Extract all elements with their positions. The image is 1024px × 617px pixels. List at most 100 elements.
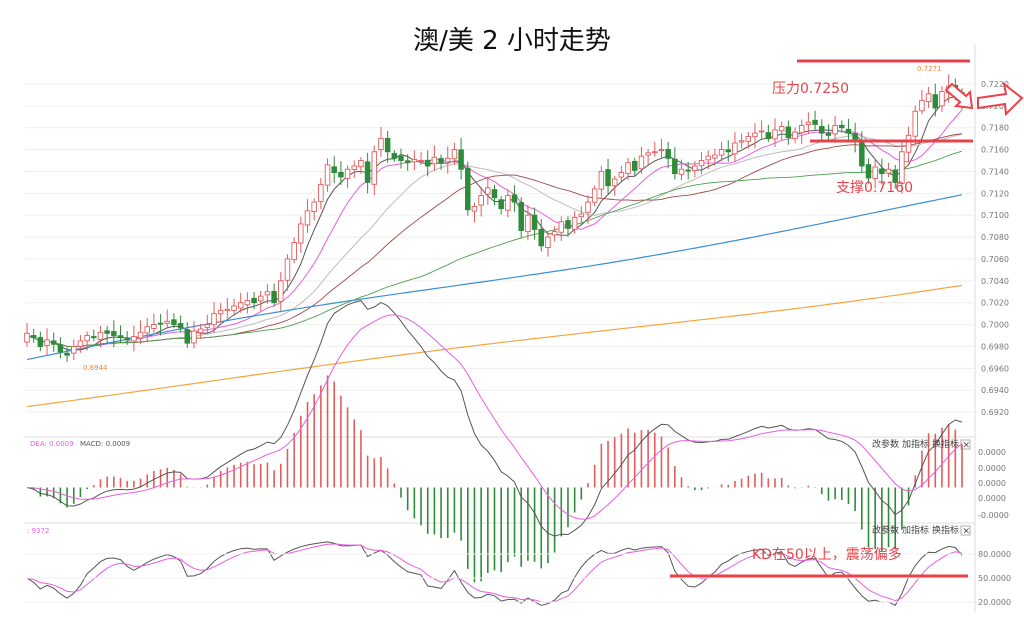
price-tick-label: 0.7060 xyxy=(981,255,1009,264)
moving-averages xyxy=(26,96,963,408)
candle-up xyxy=(291,242,297,261)
resistance-label: 压力0.7250 xyxy=(772,81,849,97)
candle-down xyxy=(785,126,792,138)
high-price-label: 0.7271 xyxy=(917,65,942,73)
candle-up xyxy=(591,188,598,203)
candle-down xyxy=(491,189,498,199)
candle-up xyxy=(324,164,331,186)
candle-up xyxy=(478,195,484,206)
kd-param-button[interactable]: 改参数 xyxy=(872,524,899,536)
candle-up xyxy=(151,324,157,329)
candle-down xyxy=(565,220,571,229)
candle-down xyxy=(424,159,431,167)
macd-dea-legend: DEA: 0.0009 xyxy=(30,440,74,448)
candle-up xyxy=(197,328,204,334)
candle-up xyxy=(278,280,284,302)
candle-up xyxy=(217,309,224,315)
kd-axis: 80.0000 50.0000 20.0000 xyxy=(25,550,1011,607)
candle-up xyxy=(919,99,925,112)
price-tick-label: 0.7080 xyxy=(981,233,1009,242)
candle-up xyxy=(318,184,324,202)
candle-up xyxy=(611,178,618,187)
candle-up xyxy=(525,214,531,233)
macd-panel[interactable]: 0.0000 0.0000 0.0000 0.0000 -0.0000 DEA: 0.0… xyxy=(26,300,1009,583)
candle-down xyxy=(117,335,124,339)
candle-up xyxy=(925,93,932,103)
low-price-label: 0.6944 xyxy=(83,364,108,372)
candle-up xyxy=(652,151,658,154)
candle-down xyxy=(364,161,371,183)
candle-down xyxy=(251,297,257,304)
support-label: 支撑0.7160 xyxy=(836,180,913,196)
candle-down xyxy=(672,158,678,175)
candle-up xyxy=(244,300,251,306)
kd-tick-label: 20.0000 xyxy=(978,598,1011,607)
candle-up xyxy=(451,149,458,160)
kd-tick-label: 50.0000 xyxy=(978,574,1011,583)
kd-panel[interactable]: 80.0000 50.0000 20.0000 : 9372 改参数 加指标 换指标… xyxy=(25,524,1011,607)
macd-close-box[interactable] xyxy=(960,439,971,450)
candle-down xyxy=(812,119,818,125)
macd-lines xyxy=(26,300,963,537)
candle-down xyxy=(685,169,691,172)
candle-up xyxy=(625,162,631,174)
panel-borders xyxy=(25,45,976,612)
candle-down xyxy=(37,337,44,347)
candle-up xyxy=(311,201,317,212)
candle-up xyxy=(211,313,217,326)
candle-up xyxy=(44,339,50,346)
candle-up xyxy=(191,330,197,344)
candle-up xyxy=(411,158,418,163)
ma250-line xyxy=(26,284,963,408)
macd-param-button[interactable]: 改参数 xyxy=(872,438,899,450)
candle-up xyxy=(872,166,878,179)
candle-down xyxy=(845,128,852,134)
candle-down xyxy=(338,171,344,178)
macd-close-icon[interactable]: × xyxy=(963,441,971,451)
price-axis: 0.72200.72000.71800.71600.71400.71200.71… xyxy=(981,80,1009,417)
macd-tick-label: 0.0000 xyxy=(978,464,1006,473)
price-tick-label: 0.6960 xyxy=(981,364,1009,373)
kd-note: KD在50以上，震荡偏多 xyxy=(752,546,902,563)
price-tick-label: 0.7180 xyxy=(981,124,1009,133)
macd-add-indicator-button[interactable]: 加指标 xyxy=(902,438,929,450)
chart-title: 澳/美 2 小时走势 xyxy=(413,26,611,56)
kd-add-indicator-button[interactable]: 加指标 xyxy=(902,524,929,536)
macd-axis: 0.0000 0.0000 0.0000 0.0000 -0.0000 xyxy=(978,448,1009,520)
kd-close-icon[interactable]: × xyxy=(963,527,971,537)
candle-down xyxy=(104,330,110,334)
candle-down xyxy=(498,199,504,210)
candlesticks[interactable] xyxy=(24,74,965,362)
ma60-line xyxy=(26,150,963,348)
candle-up xyxy=(137,331,144,339)
kd-close-box[interactable] xyxy=(960,525,971,536)
kd-switch-indicator-button[interactable]: 换指标 xyxy=(932,524,959,536)
candle-down xyxy=(511,194,518,203)
kd-tick-label: 80.0000 xyxy=(978,550,1011,559)
price-tick-label: 0.6940 xyxy=(981,386,1009,395)
macd-dif-line xyxy=(26,300,963,537)
candle-up xyxy=(758,130,765,133)
candle-up xyxy=(578,213,585,218)
gridlines xyxy=(25,83,975,413)
macd-switch-indicator-button[interactable]: 换指标 xyxy=(932,438,959,450)
candle-up xyxy=(678,168,685,175)
candle-up xyxy=(505,195,511,211)
candle-up xyxy=(732,142,738,155)
candle-up xyxy=(344,168,351,179)
price-tick-label: 0.6980 xyxy=(981,342,1009,351)
candle-up xyxy=(418,160,424,162)
candle-up xyxy=(899,151,905,184)
candle-up xyxy=(164,320,170,324)
candle-down xyxy=(765,132,772,140)
candle-up xyxy=(551,231,558,236)
candle-up xyxy=(905,134,912,153)
candle-down xyxy=(404,160,411,164)
kd-lines xyxy=(26,541,963,607)
candle-up xyxy=(692,165,698,172)
candle-up xyxy=(284,258,291,281)
candle-up xyxy=(24,332,30,343)
candle-down xyxy=(825,132,832,136)
price-tick-label: 0.7140 xyxy=(981,167,1009,176)
